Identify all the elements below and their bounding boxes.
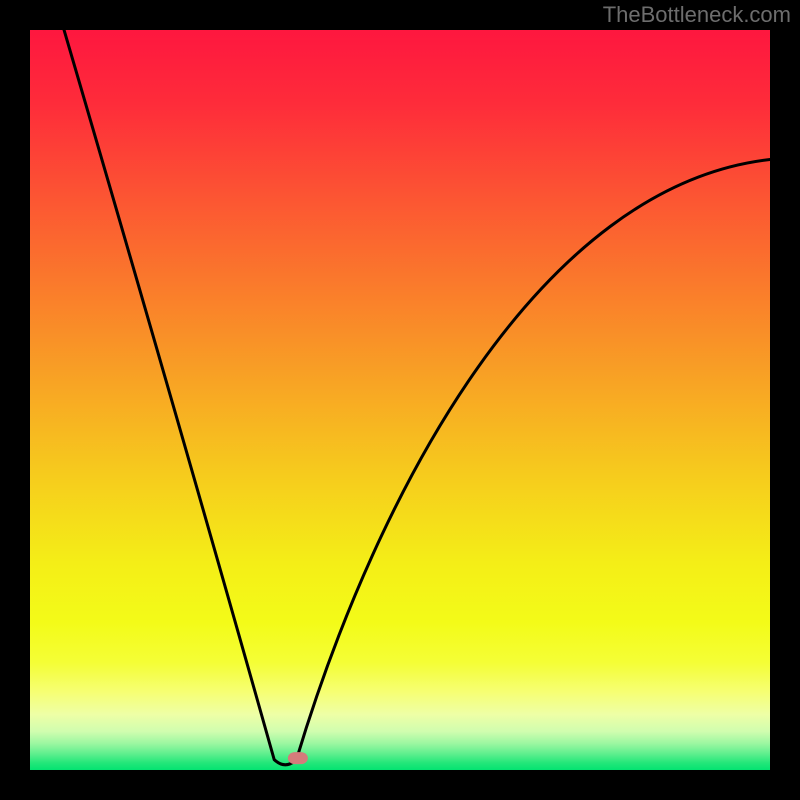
attribution-text: TheBottleneck.com [603, 2, 791, 27]
marker-point [288, 752, 308, 764]
chart-root: TheBottleneck.com [0, 0, 800, 800]
plot-area [30, 30, 770, 770]
chart-svg: TheBottleneck.com [0, 0, 800, 800]
